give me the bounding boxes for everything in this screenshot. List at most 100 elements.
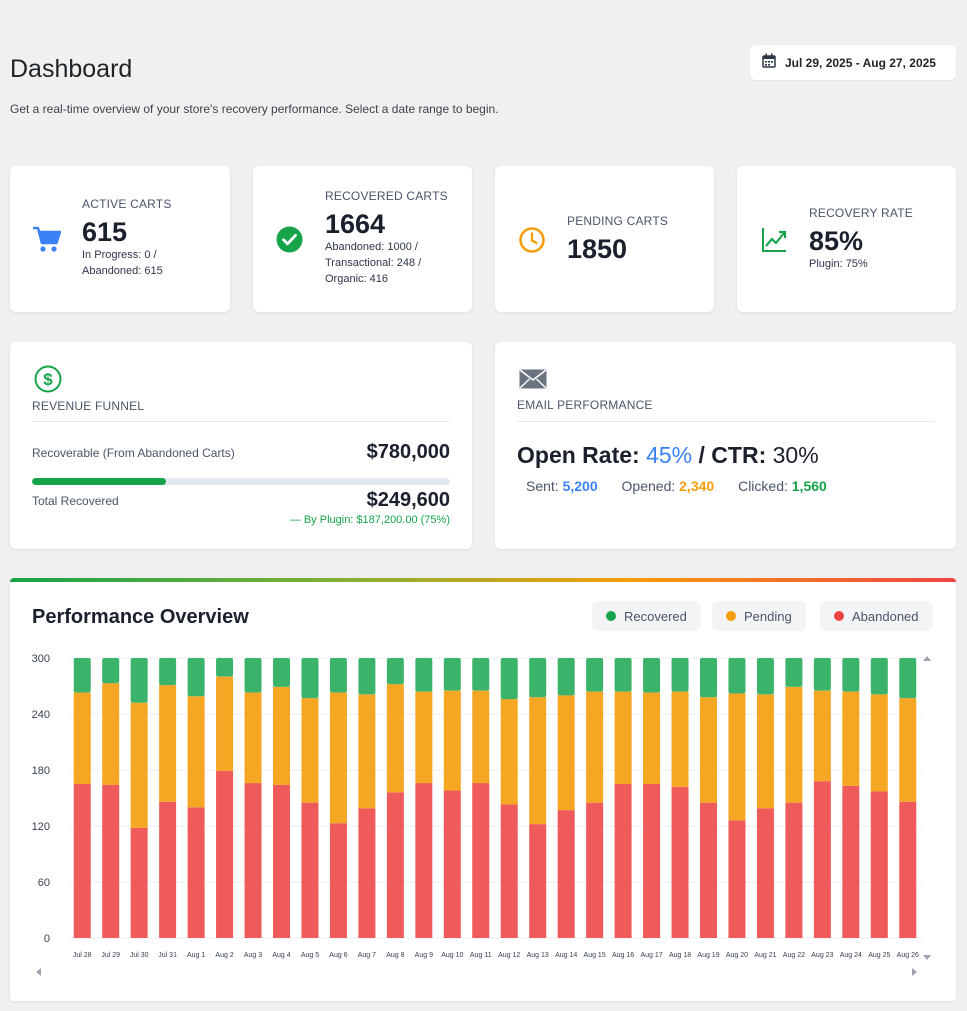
x-tick-label: Aug 26 — [897, 952, 919, 959]
x-tick-label: Aug 18 — [669, 952, 691, 959]
recovery-rate-label: RECOVERY RATE — [809, 206, 913, 220]
revenue-funnel-label: REVENUE FUNNEL — [32, 399, 145, 413]
recovered-carts-sub2: Transactional: 248 / — [325, 257, 422, 270]
recovered-progress-fill — [32, 478, 166, 485]
sent-value: 5,200 — [562, 478, 598, 494]
email-divider — [517, 421, 934, 422]
active-carts-label: ACTIVE CARTS — [82, 197, 172, 211]
bar-pending — [329, 692, 347, 824]
x-tick-label: Aug 4 — [272, 952, 290, 959]
recoverable-label: Recoverable (From Abandoned Carts) — [32, 446, 235, 460]
bar-recovered — [756, 658, 774, 695]
bar-abandoned — [443, 790, 461, 938]
scroll-down-icon[interactable] — [923, 955, 931, 960]
bar-pending — [159, 685, 177, 802]
dollar-circle-icon: $ — [34, 365, 62, 398]
bar-recovered — [386, 658, 404, 685]
bar-recovered — [785, 658, 803, 687]
y-tick-label: 180 — [32, 765, 50, 777]
bar-recovered — [813, 658, 831, 691]
bar-abandoned — [586, 802, 604, 938]
bar-recovered — [415, 658, 433, 692]
active-carts-card: ACTIVE CARTS 615 In Progress: 0 / Abando… — [10, 166, 230, 312]
bar-abandoned — [700, 802, 717, 938]
bar-pending — [700, 697, 717, 803]
bar-abandoned — [301, 802, 319, 938]
bar-recovered — [643, 658, 661, 693]
legend-recovered-label: Recovered — [624, 608, 687, 624]
recovery-rate-card: RECOVERY RATE 85% Plugin: 75% — [737, 166, 956, 312]
bar-pending — [614, 691, 632, 784]
bar-pending — [529, 697, 547, 825]
bar-abandoned — [529, 824, 547, 938]
bar-abandoned — [557, 810, 575, 938]
scroll-up-icon[interactable] — [923, 656, 931, 661]
bar-abandoned — [785, 802, 803, 938]
clicked-label: Clicked: — [738, 478, 788, 494]
legend-pending-label: Pending — [744, 608, 792, 624]
bar-recovered — [842, 658, 860, 692]
scroll-left-icon[interactable] — [36, 968, 41, 976]
check-circle-icon — [276, 226, 303, 258]
y-tick-label: 60 — [38, 877, 50, 889]
cart-icon — [32, 226, 62, 259]
recovered-carts-card: RECOVERED CARTS 1664 Abandoned: 1000 / T… — [253, 166, 472, 312]
trend-up-icon — [761, 226, 788, 258]
bar-pending — [813, 690, 831, 782]
bar-recovered — [870, 658, 888, 695]
bar-abandoned — [187, 807, 205, 938]
x-tick-label: Aug 13 — [527, 952, 549, 959]
recovered-carts-label: RECOVERED CARTS — [325, 189, 448, 203]
x-tick-label: Aug 7 — [358, 952, 376, 959]
bar-abandoned — [358, 808, 376, 938]
open-rate-value: 45% — [646, 442, 693, 468]
x-tick-label: Aug 6 — [329, 952, 347, 959]
bar-pending — [187, 696, 205, 808]
bar-pending — [386, 684, 404, 793]
x-tick-label: Aug 20 — [726, 952, 748, 959]
headline-separator: / — [692, 442, 712, 468]
legend-abandoned[interactable]: Abandoned — [820, 601, 933, 631]
scroll-right-icon[interactable] — [912, 968, 917, 976]
bar-abandoned — [614, 784, 632, 938]
bar-pending — [500, 699, 518, 805]
x-tick-label: Aug 25 — [868, 952, 890, 959]
bar-recovered — [700, 658, 717, 698]
bar-recovered — [443, 658, 461, 691]
plugin-revenue-note: — By Plugin: $187,200.00 (75%) — [289, 514, 450, 526]
bar-recovered — [358, 658, 376, 695]
email-stats: Sent: 5,200 Opened: 2,340 Clicked: 1,560 — [526, 478, 847, 494]
legend-pending[interactable]: Pending — [712, 601, 806, 631]
x-tick-label: Jul 29 — [101, 952, 120, 959]
bar-pending — [756, 694, 774, 809]
bar-pending — [244, 692, 262, 784]
x-tick-label: Aug 11 — [470, 952, 492, 959]
recovery-rate-sub: Plugin: 75% — [809, 258, 868, 271]
bar-pending — [586, 691, 604, 803]
bar-pending — [472, 690, 490, 784]
x-tick-label: Aug 9 — [415, 952, 433, 959]
bar-recovered — [899, 658, 917, 699]
bar-abandoned — [130, 827, 148, 938]
email-performance-card: EMAIL PERFORMANCE Open Rate: 45% / CTR: … — [495, 342, 956, 549]
x-tick-label: Aug 1 — [187, 952, 205, 959]
performance-chart: 0 60 120 180 240 300 Jul 28 Jul 29 Jul 30 Jul 31 A… — [32, 653, 931, 976]
bar-pending — [842, 691, 860, 786]
bar-abandoned — [870, 791, 888, 938]
active-carts-sub2: Abandoned: 615 — [82, 265, 163, 278]
x-tick-label: Aug 16 — [612, 952, 634, 959]
bar-pending — [73, 692, 91, 784]
page-title: Dashboard — [10, 55, 133, 83]
x-tick-label: Jul 30 — [130, 952, 149, 959]
date-range-picker[interactable]: Jul 29, 2025 - Aug 27, 2025 — [750, 45, 956, 80]
y-tick-label: 120 — [32, 821, 50, 833]
svg-text:$: $ — [43, 370, 53, 389]
opened-label: Opened: — [621, 478, 676, 494]
bar-abandoned — [386, 792, 404, 938]
x-tick-label: Aug 22 — [783, 952, 805, 959]
legend-recovered-dot — [606, 611, 616, 621]
legend-recovered[interactable]: Recovered — [592, 601, 701, 631]
ctr-value: 30% — [772, 442, 819, 468]
y-tick-label: 300 — [32, 653, 50, 665]
pending-carts-label: PENDING CARTS — [567, 214, 669, 228]
